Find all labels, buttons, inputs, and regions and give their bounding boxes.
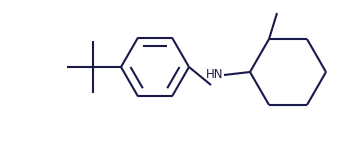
Text: HN: HN — [206, 69, 224, 81]
